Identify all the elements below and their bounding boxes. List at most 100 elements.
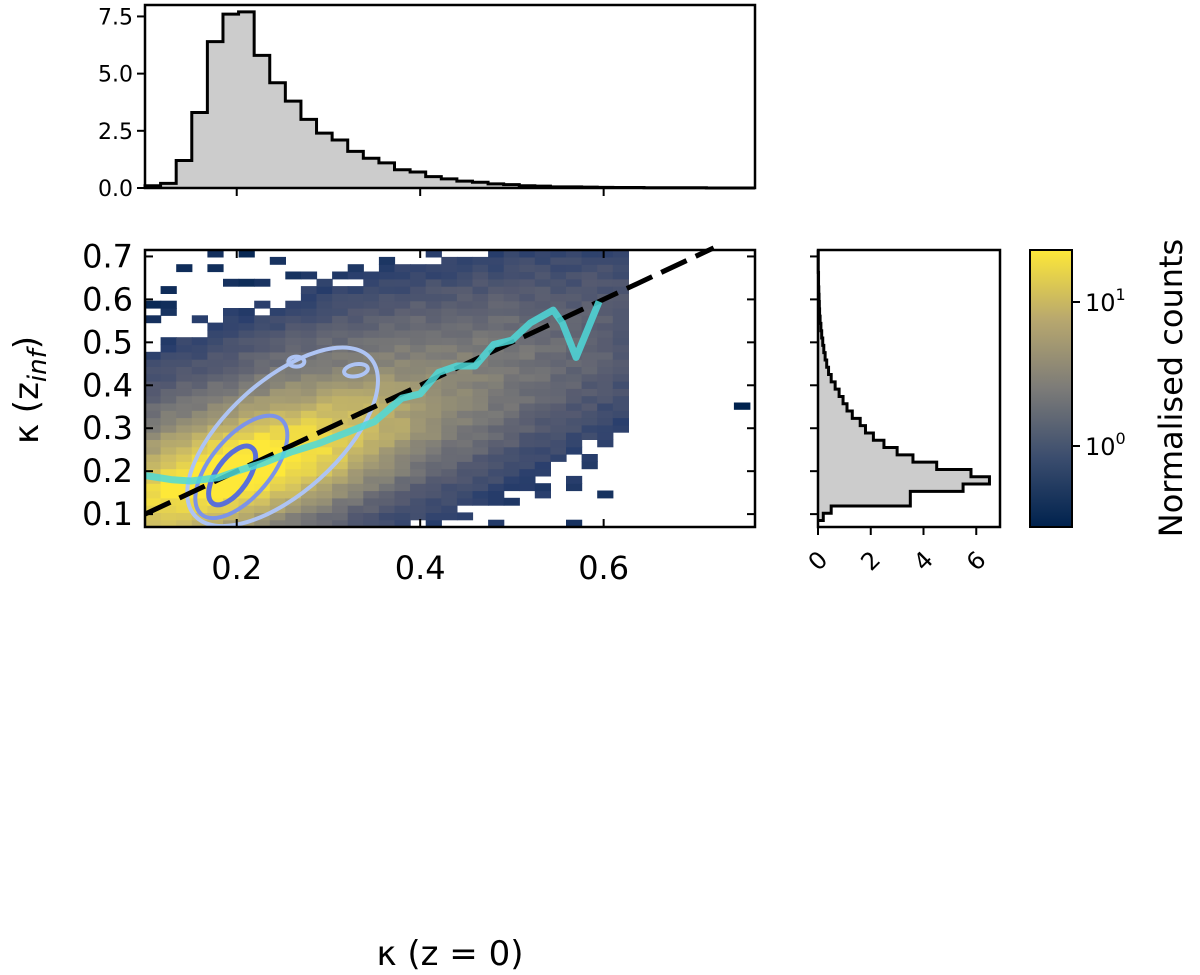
heatmap-cell xyxy=(566,410,583,419)
heatmap-cell xyxy=(347,454,364,462)
heatmap-cell xyxy=(269,322,286,331)
heatmap-cell xyxy=(612,329,629,338)
heatmap-cell xyxy=(456,424,474,433)
heatmap-cell xyxy=(269,388,286,397)
heatmap-cell xyxy=(488,432,505,440)
heatmap-cell xyxy=(441,395,458,404)
heatmap-cell xyxy=(363,351,380,360)
heatmap-cell xyxy=(488,468,505,477)
heatmap-cell xyxy=(269,395,286,404)
heatmap-cell xyxy=(488,410,505,419)
heatmap-cell xyxy=(456,475,474,484)
heatmap-cell xyxy=(191,490,208,499)
heatmap-cell xyxy=(176,351,193,360)
top-y-tick-label: 5.0 xyxy=(98,63,133,88)
y-axis-label: κ (zinf) xyxy=(7,336,53,444)
heatmap-cell xyxy=(503,475,520,484)
heatmap-cell xyxy=(472,271,489,280)
colorbar-label-10e0: 100 xyxy=(1085,429,1126,461)
heatmap-cell xyxy=(238,410,255,419)
heatmap-cell xyxy=(145,315,162,324)
heatmap-cell xyxy=(176,505,193,513)
heatmap-cell xyxy=(394,432,411,440)
heatmap-cell xyxy=(160,359,177,367)
top-histogram-bar xyxy=(410,171,427,188)
heatmap-cell xyxy=(612,337,629,346)
heatmap-cell xyxy=(332,490,349,499)
heatmap-cell xyxy=(191,388,208,397)
heatmap-cell xyxy=(472,417,489,426)
heatmap-cell xyxy=(488,381,505,389)
heatmap-cell xyxy=(488,329,505,338)
heatmap-cell xyxy=(472,308,489,316)
heatmap-cell xyxy=(581,381,598,389)
heatmap-cell xyxy=(300,329,318,338)
heatmap-cell xyxy=(519,278,536,287)
heatmap-cell xyxy=(378,286,396,294)
heatmap-cell xyxy=(519,461,536,470)
heatmap-cell xyxy=(581,424,598,433)
heatmap-cell xyxy=(238,490,255,499)
heatmap-cell xyxy=(332,424,349,433)
heatmap-cell xyxy=(378,315,396,324)
heatmap-cell xyxy=(550,454,567,462)
heatmap-cell xyxy=(347,417,364,426)
right-histogram-bar xyxy=(818,505,832,514)
heatmap-cell xyxy=(207,250,224,258)
heatmap-cell xyxy=(441,417,458,426)
heatmap-cell xyxy=(363,424,380,433)
heatmap-cell xyxy=(285,519,302,527)
heatmap-cell xyxy=(550,278,567,287)
heatmap-cell xyxy=(332,315,349,324)
heatmap-cell xyxy=(503,271,520,280)
heatmap-cell xyxy=(425,512,442,521)
heatmap-cell xyxy=(503,483,520,492)
heatmap-cell xyxy=(488,388,505,397)
heatmap-cell xyxy=(316,395,333,404)
heatmap-cell xyxy=(176,424,193,433)
heatmap-cell xyxy=(269,468,286,477)
heatmap-cell xyxy=(176,519,193,527)
heatmap-cell xyxy=(566,329,583,338)
heatmap-cell xyxy=(347,490,364,499)
heatmap-cell xyxy=(145,461,162,470)
heatmap-cell xyxy=(394,454,411,462)
heatmap-cell xyxy=(456,308,474,316)
heatmap-cell xyxy=(363,461,380,470)
heatmap-cell xyxy=(332,410,349,419)
heatmap-cell xyxy=(425,308,442,316)
heatmap-cell xyxy=(394,402,411,411)
heatmap-cell xyxy=(238,250,255,258)
heatmap-cell xyxy=(285,366,302,375)
heatmap-cell xyxy=(269,329,286,338)
heatmap-cell xyxy=(425,271,442,280)
heatmap-cell xyxy=(581,395,598,404)
heatmap-cell xyxy=(160,432,177,440)
heatmap-cell xyxy=(441,351,458,360)
heatmap-cell xyxy=(425,490,442,499)
heatmap-cell xyxy=(519,432,536,440)
heatmap-cell xyxy=(223,315,240,324)
heatmap-cell xyxy=(410,512,427,521)
heatmap-cell xyxy=(472,344,489,353)
heatmap-cell xyxy=(347,308,364,316)
heatmap-cell xyxy=(566,417,583,426)
heatmap-cell xyxy=(519,344,536,353)
heatmap-cell xyxy=(441,402,458,411)
heatmap-cell xyxy=(566,286,583,294)
heatmap-cell xyxy=(488,366,505,375)
heatmap-cell xyxy=(300,388,318,397)
heatmap-cell xyxy=(254,432,271,440)
heatmap-cell xyxy=(503,373,520,382)
heatmap-cell xyxy=(394,308,411,316)
heatmap-cell xyxy=(347,300,364,309)
right-x-tick-label: 0 xyxy=(803,546,834,577)
heatmap-cell xyxy=(534,337,551,346)
heatmap-cell xyxy=(566,395,583,404)
heatmap-cell xyxy=(441,490,458,499)
heatmap-cell xyxy=(285,424,302,433)
heatmap-cell xyxy=(238,439,255,448)
heatmap-cell xyxy=(456,483,474,492)
heatmap-cell xyxy=(316,315,333,324)
heatmap-cell xyxy=(394,490,411,499)
